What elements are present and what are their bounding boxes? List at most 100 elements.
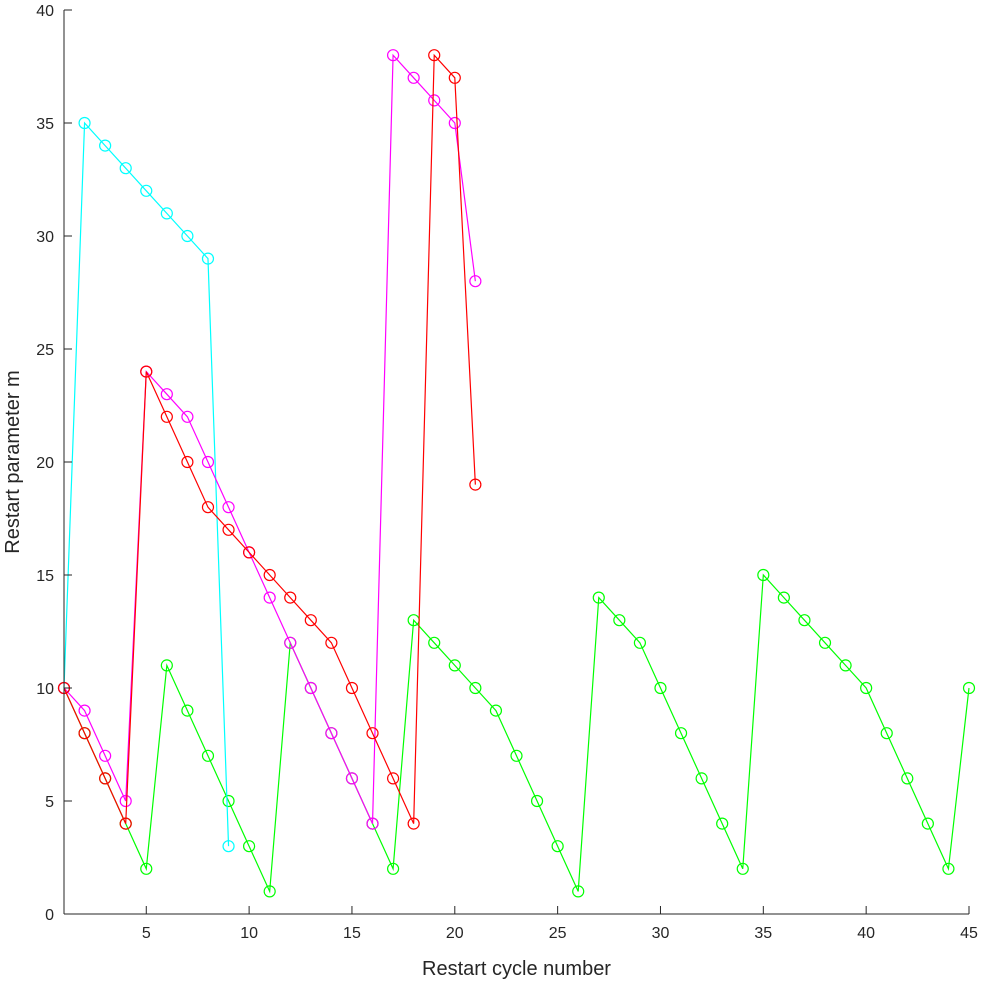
data-point [366,727,379,740]
data-point [839,659,852,672]
data-point [181,229,194,243]
data-point [942,862,955,875]
y-tick-label: 10 [36,681,54,698]
data-point [160,659,173,672]
data-point [448,116,461,130]
data-point [181,455,194,469]
data-point [818,636,832,649]
y-tick-label: 35 [36,116,54,133]
data-point [674,727,688,740]
data-point [962,681,976,695]
y-axis-title: Restart parameter m [2,370,24,553]
data-point [407,71,420,84]
data-point [284,636,297,649]
data-point [613,614,626,627]
data-point [325,727,338,740]
series-line [63,573,970,894]
data-point [551,840,564,853]
data-point [572,885,585,898]
data-point [99,772,112,785]
data-point [654,681,667,695]
y-tick-label: 25 [36,342,54,359]
x-tick-label: 45 [960,925,978,942]
data-point [880,727,893,740]
data-point [160,410,173,423]
data-point [633,636,647,649]
data-point [181,704,194,717]
data-point [489,704,503,717]
x-tick-label: 20 [446,925,464,942]
data-point [160,207,173,220]
data-point [386,862,400,875]
data-point [201,252,215,265]
x-tick-label: 35 [754,925,772,942]
data-point [777,591,790,604]
data-point [428,94,441,107]
series-line [63,53,476,824]
y-tick-label: 20 [36,455,54,472]
data-point [469,478,482,491]
data-point [222,794,235,808]
data-point [469,275,482,288]
series-3 [57,49,482,830]
data-point [325,636,338,649]
data-point [201,501,215,514]
y-tick-label: 15 [36,568,54,585]
data-point [140,184,153,197]
data-point [901,772,914,785]
data-point [736,862,749,875]
data-point [78,727,91,740]
x-tick-group: 5 10 15 20 25 30 35 40 45 [142,906,978,942]
data-point [695,772,708,785]
data-point [716,817,729,830]
data-point [99,749,112,762]
data-point [304,614,317,627]
data-point [243,840,256,853]
data-point [263,885,276,898]
x-tick-label: 10 [240,925,258,942]
data-point [181,410,194,423]
data-point [304,681,317,695]
series-1 [57,116,235,853]
data-point [921,817,934,830]
x-tick-label: 40 [857,925,875,942]
data-point [428,49,441,62]
data-point [284,591,297,604]
y-tick-label: 40 [36,3,54,20]
data-point [798,614,811,627]
data-point [592,591,605,604]
data-point [140,862,153,875]
data-point [140,365,153,378]
data-point [757,568,770,582]
data-point [222,523,235,536]
series-layer [57,49,976,898]
data-point [448,659,461,672]
plot-background [64,10,969,914]
data-point [119,794,132,808]
data-point [243,546,256,559]
y-tick-label: 30 [36,229,54,246]
data-point [78,116,91,130]
data-point [99,139,112,152]
x-tick-label: 15 [343,925,361,942]
data-point [469,681,482,695]
data-point [510,749,523,762]
data-point [345,772,359,785]
data-point [345,681,359,695]
data-point [860,681,873,695]
data-point [386,772,400,785]
x-axis-title: Restart cycle number [422,958,611,980]
data-point [78,704,91,717]
x-tick-label: 5 [142,925,151,942]
data-point [263,568,276,582]
y-tick-label: 5 [45,794,54,811]
y-tick-group: 0 5 10 15 20 25 30 35 40 [36,3,72,924]
data-point [201,749,215,762]
data-point [160,388,173,401]
data-point [119,817,132,830]
data-point [222,840,235,853]
data-point [448,71,461,84]
data-point [201,455,215,469]
data-point [386,49,400,62]
